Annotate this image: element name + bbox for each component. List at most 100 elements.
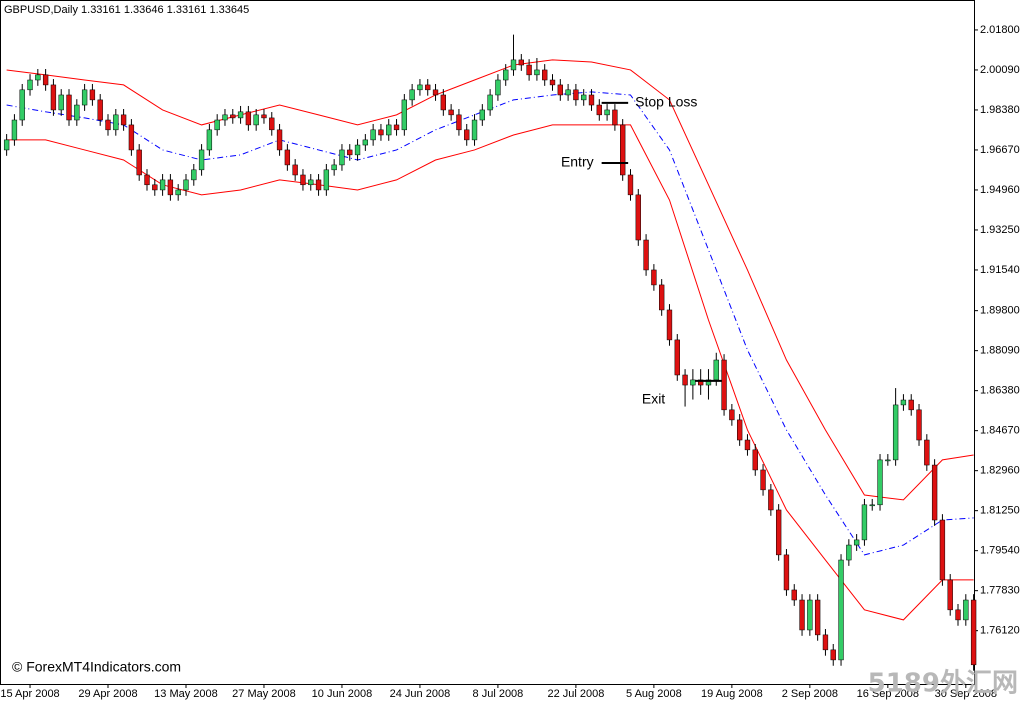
candle-body	[222, 114, 228, 121]
candle-body	[534, 69, 540, 76]
candle-body	[393, 124, 400, 131]
candle-body	[877, 459, 883, 506]
candle-body	[35, 74, 41, 81]
candle-body	[152, 184, 158, 191]
y-tick-label: 1.81250	[980, 505, 1020, 517]
candle-body	[253, 114, 259, 126]
candle-body	[448, 109, 454, 116]
candle-body	[596, 104, 602, 116]
candle-body	[955, 609, 961, 621]
candle-body	[807, 599, 813, 631]
candle-body	[27, 79, 33, 91]
candle-body	[308, 179, 314, 186]
candle-body	[651, 269, 657, 286]
candle-body	[370, 129, 376, 141]
candle-body	[627, 174, 634, 196]
candle-body	[74, 104, 80, 121]
candle-body	[729, 409, 735, 421]
candle-body	[947, 579, 953, 611]
candle-body	[822, 634, 829, 651]
x-tick-label: 27 May 2008	[232, 688, 296, 700]
candle-body	[206, 129, 213, 151]
candle-body	[916, 409, 922, 441]
y-tick-label: 1.96670	[980, 144, 1020, 156]
candle-body	[526, 64, 532, 76]
candle-body	[924, 439, 930, 466]
candle-body	[939, 519, 946, 581]
x-tick-label: 8 Jul 2008	[473, 688, 524, 700]
candle-body	[269, 117, 275, 131]
candle-body	[456, 114, 462, 131]
candle-body	[347, 149, 353, 156]
x-tick-label: 2 Sep 2008	[782, 688, 838, 700]
candle-body	[963, 599, 969, 621]
candle-body	[464, 129, 470, 141]
candle-body	[66, 94, 72, 121]
candle-body	[791, 589, 797, 601]
candle-body	[838, 559, 844, 661]
candle-body	[775, 509, 782, 556]
copyright: © ForexMT4Indicators.com	[12, 659, 181, 675]
y-tick-label: 1.88090	[980, 345, 1020, 357]
x-tick-label: 29 Apr 2008	[78, 688, 137, 700]
chart-title: GBPUSD,Daily 1.33161 1.33646 1.33161 1.3…	[4, 4, 249, 16]
candle-body	[908, 399, 914, 411]
candle-body	[674, 339, 680, 376]
y-tick-label: 2.00090	[980, 64, 1020, 76]
annotation-label: Exit	[642, 391, 665, 407]
candle-body	[690, 379, 696, 386]
candle-body	[11, 119, 18, 141]
candle-body	[425, 84, 431, 91]
candle-body	[417, 84, 423, 91]
annotation-label: Stop Loss	[635, 94, 697, 110]
candle-body	[136, 149, 142, 176]
y-tick-label: 2.01800	[980, 24, 1020, 36]
x-tick-label: 16 Sep 2008	[857, 688, 919, 700]
candle-body	[378, 129, 384, 136]
candle-body	[885, 459, 891, 462]
candle-body	[503, 69, 509, 81]
candle-body	[510, 59, 517, 71]
candle-body	[549, 79, 556, 86]
candle-body	[128, 124, 135, 151]
candle-body	[42, 74, 49, 86]
candle-body	[643, 239, 649, 271]
candle-body	[612, 109, 618, 126]
candle-body	[666, 309, 673, 341]
candle-body	[198, 149, 205, 171]
candle-body	[471, 119, 478, 141]
candle-body	[245, 111, 252, 126]
y-tick-label: 1.82960	[980, 465, 1020, 477]
candle-body	[659, 284, 665, 311]
candle-body	[736, 419, 743, 441]
candle-body	[191, 169, 197, 181]
candle-body	[900, 399, 907, 406]
y-tick-label: 1.94960	[980, 184, 1020, 196]
x-tick-label: 22 Jul 2008	[547, 688, 604, 700]
candle-body	[565, 89, 571, 96]
x-tick-label: 19 Aug 2008	[701, 688, 763, 700]
y-tick-label: 1.76120	[980, 625, 1020, 637]
candle-body	[409, 89, 415, 101]
candle-body	[744, 439, 751, 451]
y-tick-label: 1.79540	[980, 545, 1020, 557]
candle-body	[588, 94, 595, 106]
y-tick-label: 1.89800	[980, 305, 1020, 317]
candle-body	[604, 109, 610, 116]
candle-body	[713, 359, 719, 381]
candle-body	[721, 359, 727, 411]
candle-body	[783, 554, 790, 591]
candle-body	[261, 114, 267, 119]
x-tick-label: 10 Jun 2008	[312, 688, 373, 700]
candle-body	[214, 119, 220, 131]
candle-body	[799, 599, 805, 631]
candle-body	[331, 164, 337, 171]
candle-body	[682, 374, 688, 386]
candle-body	[487, 94, 493, 111]
candle-body	[58, 94, 64, 111]
candle-body	[300, 174, 306, 186]
candle-body	[401, 99, 408, 131]
band-line	[6, 91, 974, 556]
y-tick-label: 1.77830	[980, 585, 1020, 597]
